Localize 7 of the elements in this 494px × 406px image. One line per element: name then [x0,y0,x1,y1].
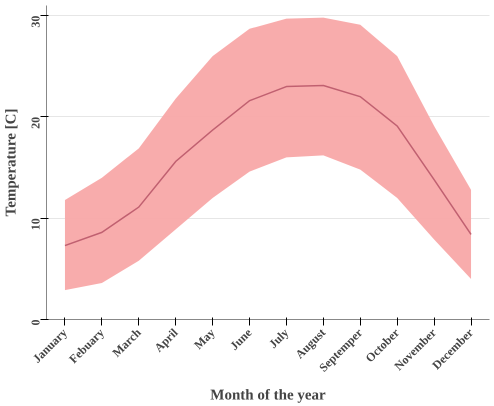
y-tick-label: 20 [28,116,42,129]
y-tick-label: 30 [28,16,42,28]
y-tick-label: 10 [28,218,42,230]
x-tick-label: July [266,326,292,352]
y-axis-title: Temperature [C] [4,108,20,216]
y-tick-label: 0 [28,320,42,326]
x-axis-title: Month of the year [210,388,326,404]
